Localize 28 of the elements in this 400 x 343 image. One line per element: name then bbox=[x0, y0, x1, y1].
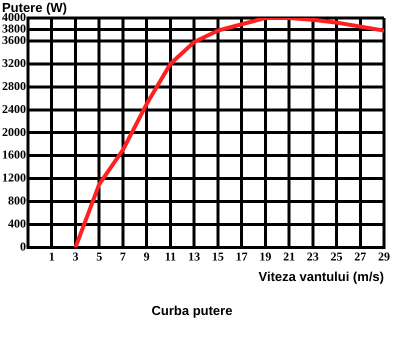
x-tick-label: 25 bbox=[330, 250, 343, 264]
x-tick-label: 1 bbox=[48, 250, 55, 264]
y-tick-label: 800 bbox=[8, 194, 26, 208]
x-tick-label: 3 bbox=[72, 250, 78, 264]
x-tick-label: 9 bbox=[144, 250, 150, 264]
y-tick-label: 400 bbox=[8, 216, 26, 231]
y-tick-label: 3800 bbox=[2, 22, 26, 36]
x-tick-label: 7 bbox=[120, 250, 126, 264]
x-tick-label: 29 bbox=[378, 250, 390, 264]
x-tick-label: 15 bbox=[212, 250, 224, 264]
x-tick-label: 5 bbox=[96, 250, 102, 264]
x-tick-label: 11 bbox=[164, 250, 176, 264]
y-tick-label: 0 bbox=[20, 239, 26, 254]
x-tick-label: 13 bbox=[188, 250, 200, 264]
y-tick-label: 1200 bbox=[2, 170, 26, 185]
x-tick-label: 23 bbox=[306, 250, 319, 264]
text: Curba putere bbox=[152, 302, 232, 318]
x-tick-label: 19 bbox=[259, 250, 272, 264]
x-tick-label: 21 bbox=[283, 250, 296, 264]
y-tick-label: 2800 bbox=[2, 78, 26, 93]
y-tick-label: 3600 bbox=[2, 33, 26, 48]
y-tick-label: 2000 bbox=[2, 124, 26, 139]
x-tick-label: 27 bbox=[354, 250, 366, 264]
x-tick-label: 17 bbox=[236, 250, 248, 264]
y-tick-label: 3200 bbox=[2, 56, 26, 70]
y-tick-label: 2400 bbox=[2, 102, 26, 116]
x-axis-title: Viteza vantului (m/s) bbox=[258, 269, 384, 284]
y-tick-label: 1600 bbox=[2, 148, 26, 162]
